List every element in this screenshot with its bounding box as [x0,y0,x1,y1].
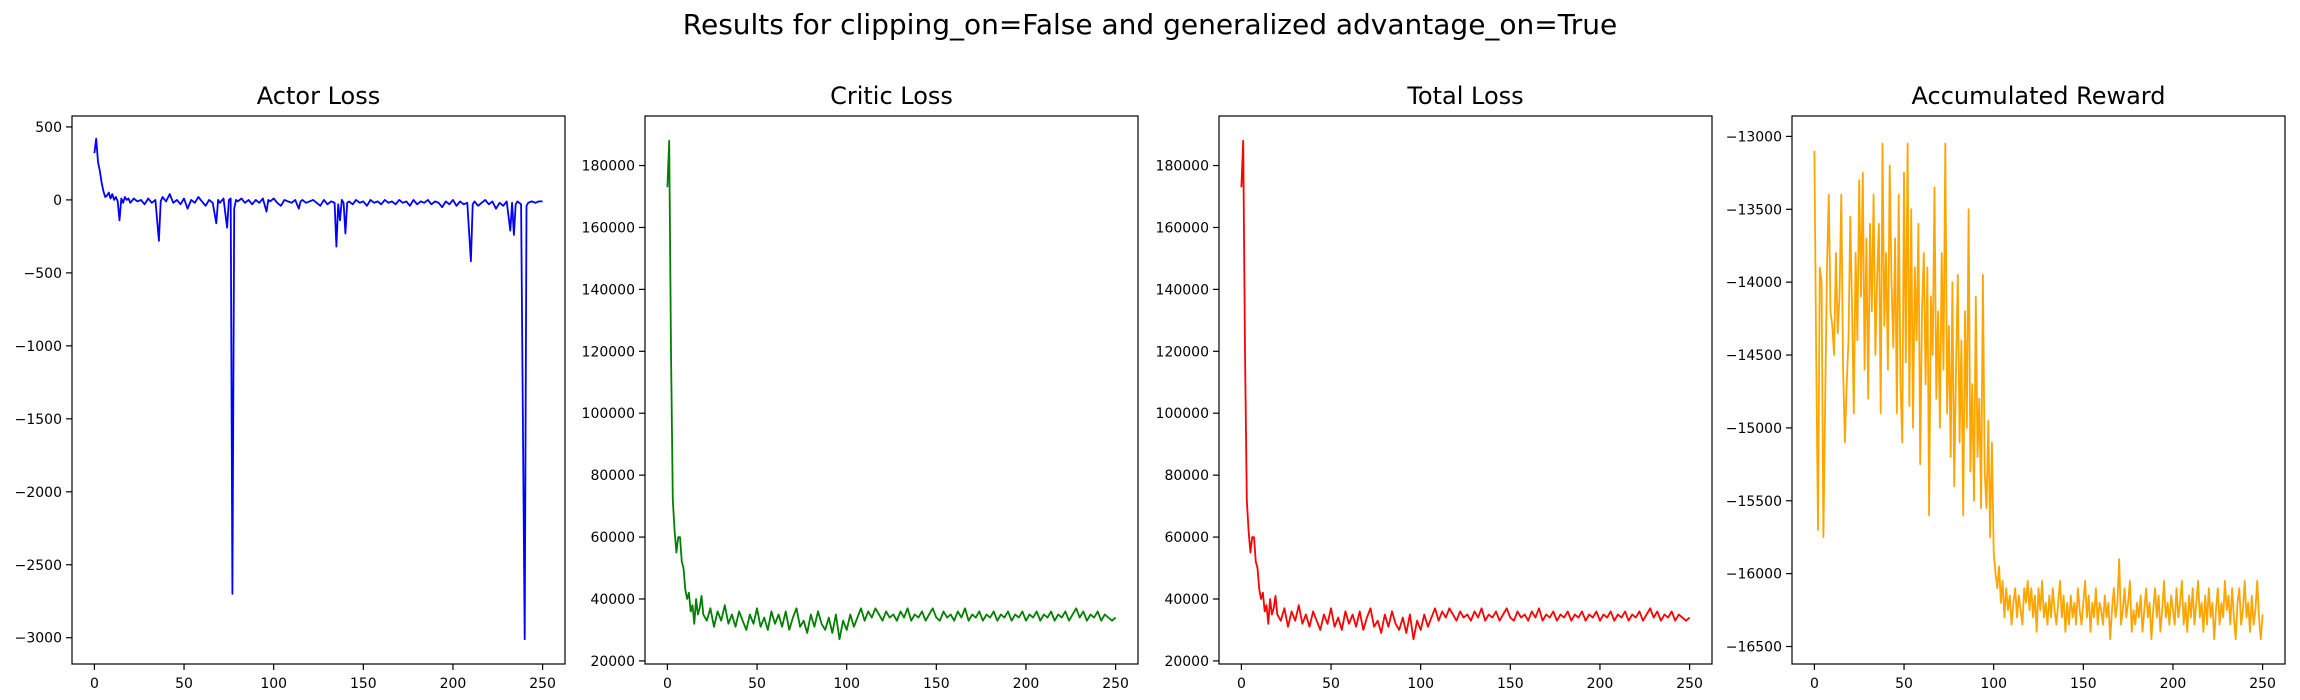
y-tick-label: −1500 [15,412,62,428]
y-tick-label: 80000 [590,468,635,484]
y-tick-label: −2000 [15,485,62,501]
series-line-1 [666,139,1117,641]
x-tick-label: 250 [2249,676,2276,692]
y-tick-label: −13000 [1726,129,1782,145]
y-tick-label: 120000 [1156,344,1209,360]
chart-title: Accumulated Reward [1912,82,2166,110]
chart-title: Total Loss [1406,82,1523,110]
y-tick-label: −1000 [15,339,62,355]
y-tick-label: 100000 [582,406,635,422]
y-tick-label: 20000 [590,654,635,670]
y-tick-label: −2500 [15,558,62,574]
chart-panel-3: Total Loss 0 50 100 150 200 250 20000 40000 60000… [1156,82,1713,692]
y-tick-label: 120000 [582,344,635,360]
series-line-1 [1240,139,1691,641]
y-tick-label: 60000 [1164,530,1209,546]
x-tick-label: 100 [1407,676,1434,692]
chart-title: Actor Loss [257,82,380,110]
x-tick-label: 0 [90,676,99,692]
x-tick-label: 50 [175,676,193,692]
y-tick-label: 180000 [582,159,635,175]
y-tick-label: −16500 [1726,640,1782,656]
x-tick-label: 50 [748,676,766,692]
x-tick-label: 100 [833,676,860,692]
x-tick-label: 50 [1322,676,1340,692]
x-tick-label: 0 [1810,676,1819,692]
y-tick-label: −15500 [1726,494,1782,510]
y-tick-label: 80000 [1164,468,1209,484]
series-line-1 [1813,142,2264,641]
y-tick-label: −15000 [1726,421,1782,437]
x-tick-label: 150 [350,676,377,692]
y-tick-label: 140000 [582,282,635,298]
plot-frame [71,115,566,665]
figure-title: Results for clipping_on=False and genera… [682,8,1618,41]
y-tick-label: 40000 [590,592,635,608]
y-tick-label: 500 [35,120,62,136]
series-line-1 [93,137,543,641]
y-tick-label: −500 [24,266,62,282]
y-tick-label: −13500 [1726,202,1782,218]
x-tick-label: 150 [1497,676,1524,692]
y-tick-label: −16000 [1726,567,1782,583]
x-tick-label: 50 [1895,676,1913,692]
plot-frame [644,115,1139,665]
y-tick-label: 160000 [1156,220,1209,236]
chart-panel-1: Actor Loss 0 50 100 150 200 250 500 0 −500 −1000 −1… [15,82,566,692]
y-tick-label: 20000 [1164,654,1209,670]
x-tick-label: 250 [529,676,556,692]
y-tick-label: 140000 [1156,282,1209,298]
x-tick-label: 150 [2070,676,2097,692]
y-tick-label: 0 [53,193,62,209]
x-tick-label: 0 [1237,676,1246,692]
y-tick-label: −14500 [1726,348,1782,364]
x-tick-label: 150 [923,676,950,692]
y-tick-label: 40000 [1164,592,1209,608]
y-tick-label: 180000 [1156,159,1209,175]
x-tick-label: 0 [663,676,672,692]
x-tick-label: 200 [2160,676,2187,692]
y-tick-label: 60000 [590,530,635,546]
x-tick-label: 250 [1102,676,1129,692]
chart-title: Critic Loss [830,82,953,110]
x-tick-label: 100 [1980,676,2007,692]
chart-panel-4: Accumulated Reward 0 50 100 150 200 250 −13000 −… [1726,82,2286,692]
y-tick-label: 100000 [1156,406,1209,422]
plot-frame [1218,115,1713,665]
y-tick-label: 160000 [582,220,635,236]
plot-frame [1791,115,2286,665]
x-tick-label: 100 [260,676,287,692]
y-tick-label: −3000 [15,631,62,647]
x-tick-label: 250 [1676,676,1703,692]
chart-panel-2: Critic Loss 0 50 100 150 200 250 20000 40000 6000… [582,82,1139,692]
x-tick-label: 200 [1013,676,1040,692]
x-tick-label: 200 [1587,676,1614,692]
y-tick-label: −14000 [1726,275,1782,291]
x-tick-label: 200 [440,676,467,692]
